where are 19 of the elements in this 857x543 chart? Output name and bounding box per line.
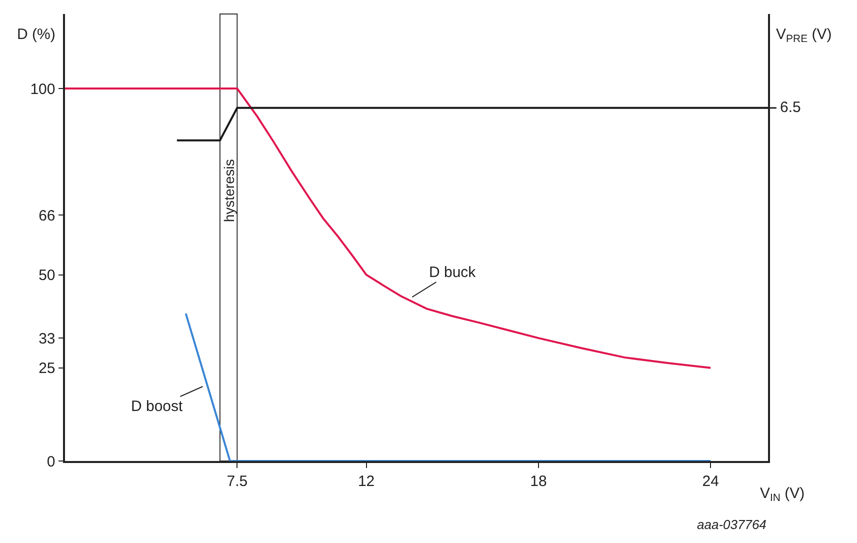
y-axis-title: D (%)	[17, 26, 56, 43]
x-tick-label: 7.5	[226, 472, 248, 490]
y-tick-label: 66	[38, 207, 56, 224]
y-tick-label: 100	[30, 80, 56, 98]
y-tick-label: 0	[46, 453, 56, 470]
y-tick-label: 33	[38, 330, 56, 348]
x-axis-title: V$_{IN}$ (V)	[760, 485, 805, 504]
annotation: D boost	[131, 398, 184, 415]
y-tick-label: 50	[38, 267, 56, 284]
y-tick-label: 25	[38, 360, 56, 378]
y2-axis-title: V$_{PRE}$ (V)	[776, 26, 832, 46]
line-series	[65, 88, 712, 369]
text: 6.5	[780, 99, 801, 116]
x-tick-label: 12	[358, 472, 375, 490]
band-label: hysteresis	[221, 159, 238, 222]
text: aaa-037764	[697, 517, 766, 532]
annotation: D buck	[429, 264, 476, 281]
x-tick-label: 24	[702, 472, 719, 490]
x-tick-label: 18	[530, 472, 547, 490]
